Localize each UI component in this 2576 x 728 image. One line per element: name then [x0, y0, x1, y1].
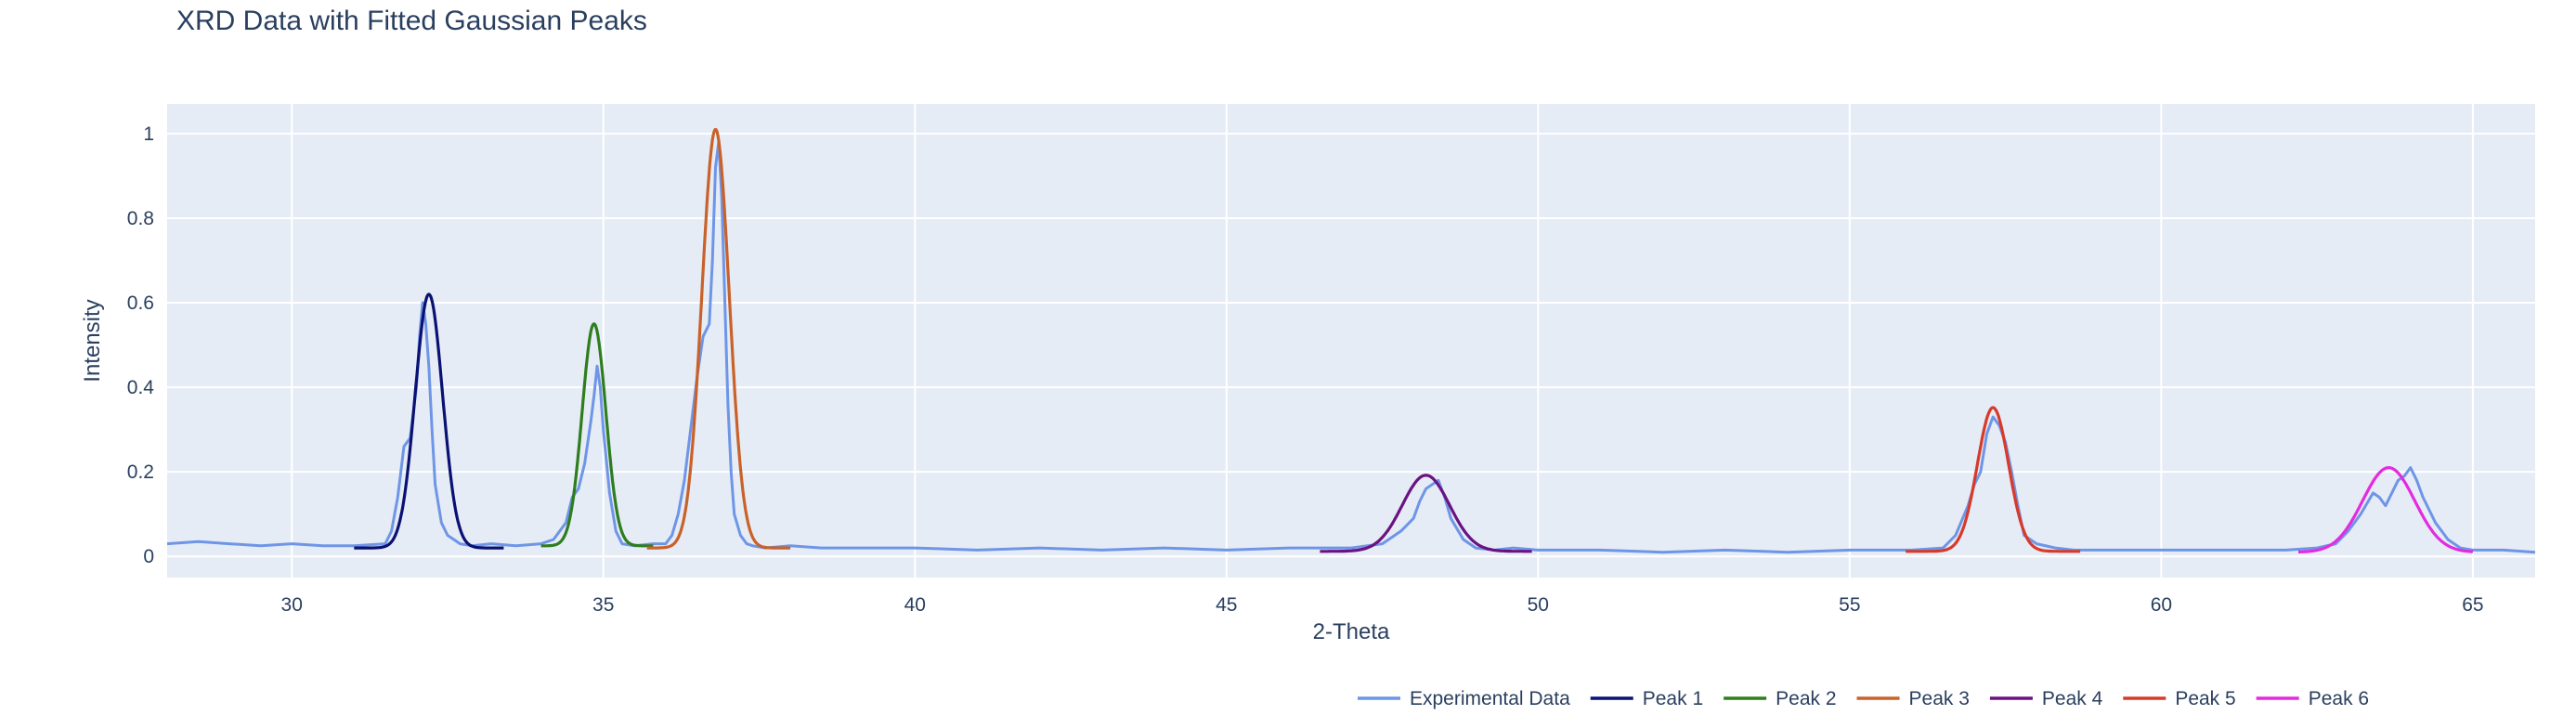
legend-label: Peak 6 [2309, 688, 2369, 709]
legend-label: Peak 2 [1776, 688, 1836, 709]
legend-label: Peak 1 [1643, 688, 1703, 709]
peak-3-fit-line [646, 127, 791, 550]
x-tick-label: 45 [1216, 594, 1237, 616]
legend-label: Experimental Data [1410, 688, 1570, 709]
x-tick-label: 55 [1839, 594, 1860, 616]
peak-4-fit-line [1320, 474, 1532, 553]
y-tick-label: 0.6 [127, 292, 154, 314]
y-axis-title: Intensity [80, 299, 105, 382]
x-tick-label: 60 [2151, 594, 2172, 616]
y-tick-label: 0 [143, 546, 154, 567]
legend-label: Peak 5 [2175, 688, 2235, 709]
x-tick-label: 65 [2462, 594, 2483, 616]
x-axis-title: 2-Theta [1313, 619, 1390, 644]
x-tick-label: 35 [592, 594, 614, 616]
y-tick-label: 0.8 [127, 208, 154, 229]
grid-lines [167, 104, 2535, 578]
plot-area [167, 104, 2535, 578]
experimental-data-line [166, 140, 2536, 554]
legend-label: Peak 3 [1909, 688, 1970, 709]
series-layer [166, 127, 2536, 554]
x-tick-label: 40 [904, 594, 926, 616]
chart-title: XRD Data with Fitted Gaussian Peaks [176, 6, 647, 36]
y-tick-label: 0.4 [127, 377, 155, 398]
y-tick-label: 0.2 [127, 462, 154, 483]
peak-2-fit-line [540, 322, 655, 548]
axis-ticks: 30 35 40 45 50 55 60 65 0 0.2 0.4 0.6 0.8 1 [127, 124, 2484, 616]
x-tick-label: 50 [1528, 594, 1549, 616]
y-tick-label: 1 [143, 124, 154, 145]
peak-6-fit-line [2297, 466, 2474, 554]
peak-5-fit-line [1905, 406, 2081, 553]
legend-label: Peak 4 [2042, 688, 2103, 709]
x-tick-label: 30 [281, 594, 303, 616]
legend: Experimental Data Peak 1 Peak 2 Peak 3 Peak … [1358, 688, 2369, 709]
peak-1-fit-line [353, 292, 505, 550]
